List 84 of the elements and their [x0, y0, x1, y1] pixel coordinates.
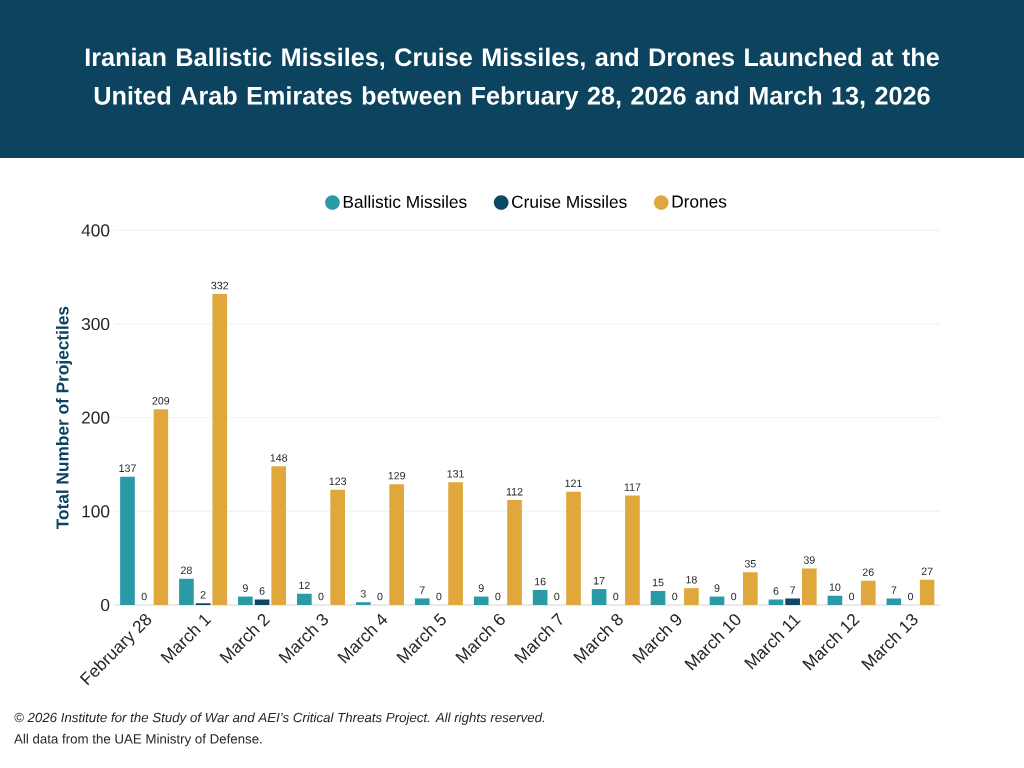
data-label: 0: [318, 592, 324, 601]
data-label: 148: [270, 454, 288, 462]
data-label: 9: [478, 584, 484, 592]
data-label: 17: [594, 577, 605, 585]
bar: [591, 589, 607, 605]
bar: [625, 495, 640, 605]
data-label: 137: [119, 464, 136, 472]
data-label: 12: [299, 581, 310, 590]
data-label: 0: [495, 592, 501, 601]
bar: [860, 580, 876, 605]
y-tick-label: 200: [82, 411, 110, 424]
bar: [919, 579, 935, 605]
bar: [507, 500, 522, 605]
data-label: 0: [436, 592, 442, 601]
data-label: 26: [862, 568, 874, 576]
legend-label: Drones: [672, 195, 727, 208]
data-label: 10: [829, 583, 841, 591]
data-label: 9: [242, 584, 248, 592]
data-label: 9: [714, 584, 720, 592]
bar: [238, 596, 253, 605]
bar: [886, 598, 902, 605]
data-label: 129: [388, 471, 405, 480]
data-label: 131: [447, 470, 464, 478]
bar: [684, 588, 699, 605]
data-label: 16: [535, 577, 546, 586]
data-label: 0: [377, 592, 383, 601]
data-label: 7: [891, 586, 897, 594]
bar: [355, 602, 371, 605]
data-label: 2: [200, 591, 206, 599]
data-label: 39: [803, 556, 815, 564]
data-label: 209: [152, 397, 170, 405]
data-label: 18: [686, 575, 697, 584]
chart-title: Iranian Ballistic Missiles, Cruise Missiles, and Drones Launched at the United Arab Emirates between February 28, 2026 and March 13, 2026: [85, 47, 939, 110]
legend-label: Ballistic Missiles: [343, 195, 467, 208]
bar: [153, 409, 169, 605]
bar: [827, 595, 843, 605]
y-tick-label: 0: [101, 598, 110, 612]
y-axis-title: Total Number of Projectiles: [55, 306, 73, 530]
data-label: 6: [773, 587, 779, 595]
data-label: 3: [360, 589, 366, 598]
bar: [743, 572, 758, 605]
data-label: 27: [921, 567, 933, 576]
data-label: 0: [849, 592, 855, 601]
bar: [297, 593, 312, 605]
data-label: 117: [624, 483, 641, 491]
bar: [768, 599, 784, 605]
bar: [120, 476, 135, 605]
bar: [650, 590, 666, 605]
data-label: 121: [565, 479, 582, 487]
data-label: 28: [181, 566, 192, 575]
data-label: 123: [329, 477, 347, 486]
y-tick-label: 300: [81, 317, 110, 331]
bar: [448, 482, 463, 605]
data-label: 0: [908, 592, 914, 601]
data-label: 112: [506, 487, 523, 496]
data-label: 0: [141, 592, 147, 601]
bar: [801, 568, 817, 605]
bar: [271, 466, 287, 605]
data-label: 0: [672, 592, 678, 601]
bar: [532, 590, 548, 605]
data-label: 35: [744, 560, 756, 568]
data-label: 7: [419, 586, 425, 594]
data-label: 0: [554, 592, 560, 601]
data-label: 332: [211, 281, 229, 290]
data-label: 6: [259, 587, 265, 595]
y-tick-label: 100: [82, 505, 110, 518]
bar: [566, 491, 581, 605]
data-label: 0: [731, 592, 737, 601]
bar: [785, 598, 800, 605]
bar: [330, 489, 346, 605]
text: © 2026 Institute for the Study of War and AEI’s Critical Threats Project. All rights reserved.: [14, 712, 545, 725]
bar: [389, 484, 404, 605]
data-label: 15: [652, 578, 664, 587]
bar: [473, 596, 489, 605]
bar: [212, 294, 228, 605]
text: All data from the UAE Ministry of Defense.: [14, 733, 262, 747]
data-label: 0: [613, 592, 619, 601]
bar: [414, 598, 430, 605]
legend-label: Cruise Missiles: [512, 195, 627, 208]
bar: [254, 599, 270, 605]
y-tick-label: 400: [81, 224, 110, 237]
bar: [179, 578, 194, 605]
bar: [709, 596, 725, 605]
data-label: 7: [790, 586, 796, 594]
